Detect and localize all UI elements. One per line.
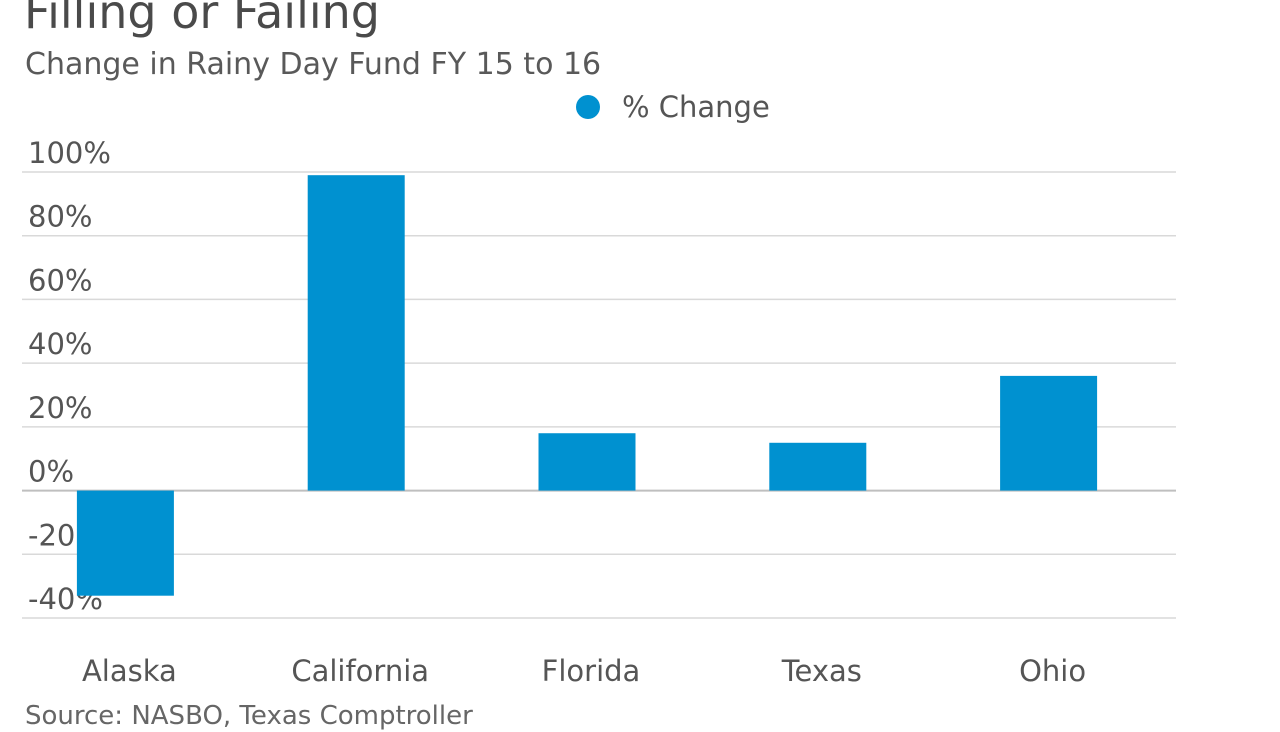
bar-california: [307, 175, 405, 491]
y-tick-label: 0%: [28, 455, 74, 489]
x-tick-label: Texas: [781, 654, 862, 688]
x-tick-label: Alaska: [82, 654, 177, 688]
bars: [76, 175, 1098, 596]
bar-florida: [538, 433, 636, 491]
bar-ohio: [1000, 375, 1098, 491]
x-axis-labels: Alaska California Florida Texas Ohio: [82, 654, 1086, 688]
legend-label: % Change: [622, 90, 770, 124]
y-tick-label: 80%: [28, 200, 92, 234]
y-tick-label: 100%: [28, 136, 111, 170]
x-tick-label: California: [291, 654, 429, 688]
y-tick-label: 20%: [28, 391, 92, 425]
y-tick-label: 40%: [28, 327, 92, 361]
x-tick-label: Florida: [542, 654, 641, 688]
bar-alaska: [76, 490, 174, 596]
legend: % Change: [576, 89, 770, 125]
bar-texas: [769, 442, 867, 491]
y-tick-label: 60%: [28, 263, 92, 297]
chart-title: Filling or Failing: [24, 0, 381, 39]
x-tick-label: Ohio: [1019, 654, 1086, 688]
source-note: Source: NASBO, Texas Comptroller: [25, 701, 473, 731]
legend-marker: [576, 95, 600, 119]
chart-subtitle: Change in Rainy Day Fund FY 15 to 16: [25, 47, 602, 82]
